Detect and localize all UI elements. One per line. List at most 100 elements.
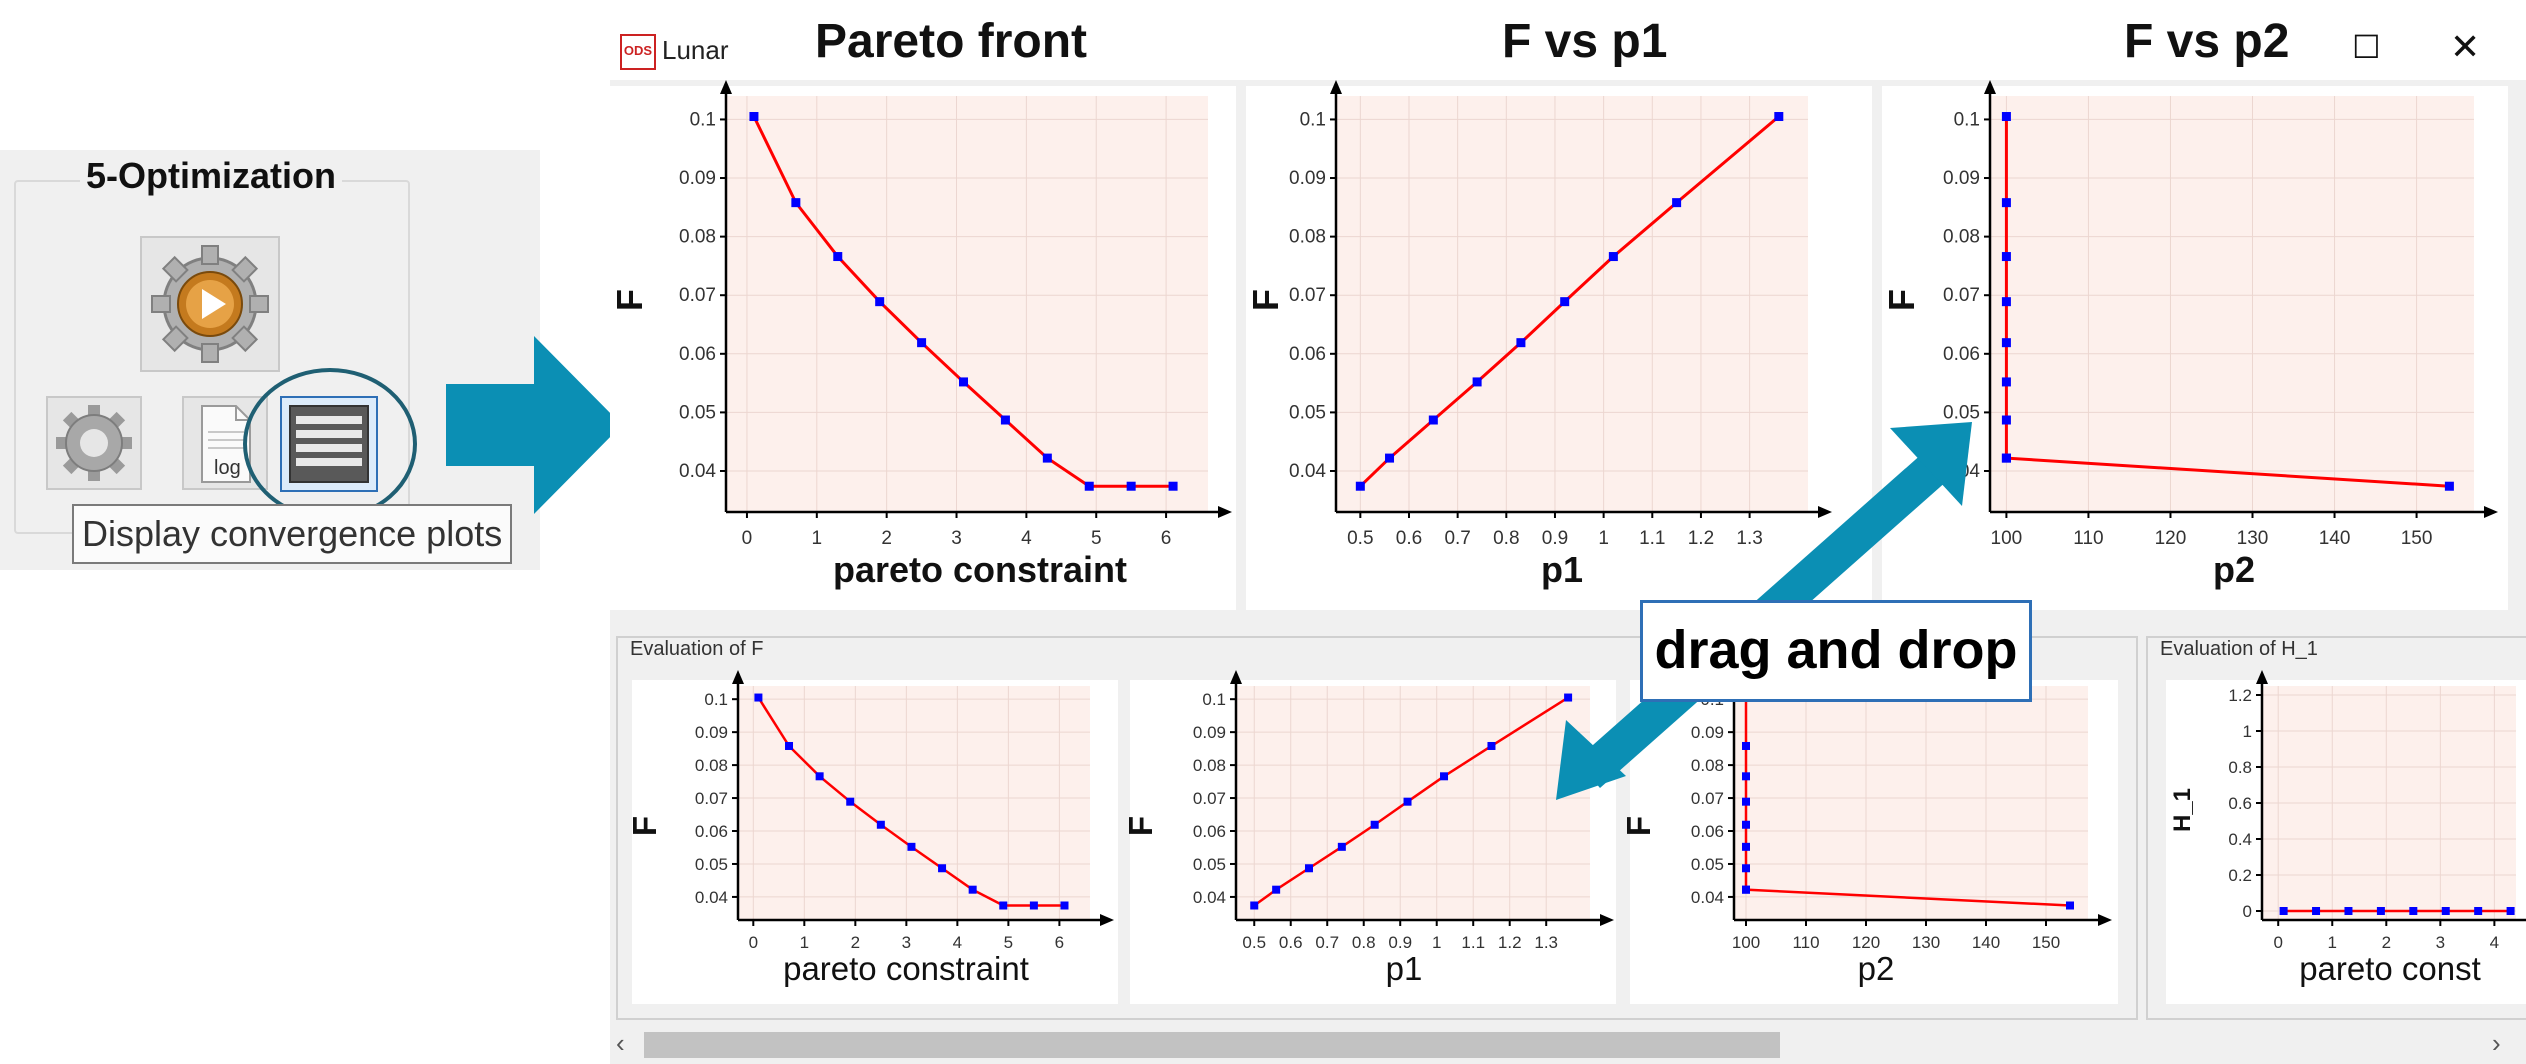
settings-button[interactable] [46,396,142,490]
chart-1-ytick-label: 0.09 [679,168,716,189]
chart-5-ytick-label: 0.04 [1193,888,1226,907]
chart-2-xtick-label: 0.6 [1396,528,1422,549]
chart-3-xtick-label: 110 [2073,528,2103,549]
chart-6-data-point [1742,864,1750,873]
chart-1-data-point [1084,481,1094,491]
chart-4-ytick-label: 0.07 [695,789,728,808]
chart-3-data-point [2001,415,2011,425]
chart-7-xtick-label: 3 [2436,933,2445,952]
chart-1-xtick-label: 1 [812,528,823,549]
chart-7-xtick-label: 0 [2273,933,2282,952]
chart-1-data-point [791,198,801,208]
chart-6-ytick-label: 0.09 [1691,723,1724,742]
chart-1-xtick-label: 3 [951,528,962,549]
chart-5-plot-area [1236,686,1590,920]
plot-title-f-vs-p2: F vs p2 [2124,15,2290,68]
chart-6-x-axis-arrow [2098,914,2112,926]
chart-2-data-point [1774,112,1784,122]
log-label: log [214,457,241,479]
chart-1-ytick-label: 0.04 [679,461,716,482]
chart-4-x-label: pareto constraint [783,950,1029,987]
chart-6-data-point [1742,772,1750,781]
scroll-left-arrow[interactable]: ‹ [616,1028,625,1058]
big-right-arrow [446,336,622,514]
chart-6-data-point [1742,820,1750,829]
chart-7-ytick-label: 1 [2243,722,2252,741]
chart-1-xtick-label: 2 [881,528,892,549]
chart-7-xtick-label: 4 [2490,933,2499,952]
log-button[interactable]: log [182,396,268,490]
chart-3-xtick-label: 100 [1991,528,2023,549]
chart-1-data-point [1168,481,1178,491]
window-title-bar [610,0,2526,80]
chart-3-ytick-label: 0.07 [1943,285,1980,306]
chart-1-ytick-label: 0.05 [679,402,716,423]
chart-4-ytick-label: 0.06 [695,822,728,841]
chart-5-y-label: F [1122,816,1159,836]
convergence-plots-button[interactable] [280,396,378,492]
chart-6-ytick-label: 0.05 [1691,855,1724,874]
chart-5-data-point [1403,797,1412,806]
chart-3-data-point [2001,198,2011,208]
chart-4-xtick-label: 4 [953,933,962,952]
scrollbar-thumb[interactable] [644,1032,1780,1058]
chart-2-ytick-label: 0.09 [1289,168,1326,189]
chart-2-ytick-label: 0.08 [1289,227,1326,248]
chart-2-data-point [1428,415,1438,425]
chart-4-ytick-label: 0.1 [704,690,728,709]
chart-6-xtick-label: 120 [1852,933,1880,952]
chart-5-xtick-label: 0.8 [1352,933,1376,952]
chart-4-data-point [968,885,977,894]
chart-2-data-point [1672,198,1682,208]
chart-6-xtick-label: 110 [1792,933,1819,952]
eval-h1-group [2146,636,2526,1020]
chart-5-xtick-label: 1.1 [1461,933,1485,952]
chart-2-ytick-label: 0.1 [1300,109,1326,130]
eval-f-label: Evaluation of F [630,638,764,660]
chart-1-plot-area [726,96,1208,512]
chart-3-xtick-label: 130 [2237,528,2269,549]
chart-6-ytick-label: 0.08 [1691,756,1724,775]
chart-3-x-axis-arrow [2484,506,2498,518]
chart-1-y-axis-arrow [720,80,732,94]
maximize-button[interactable]: ☐ [2352,29,2381,65]
chart-5-ytick-label: 0.09 [1193,723,1226,742]
chart-1-xtick-label: 4 [1021,528,1032,549]
chart-3-xtick-label: 140 [2319,528,2351,549]
chart-4-xtick-label: 3 [902,933,911,952]
chart-2-xtick-label: 1.3 [1736,528,1762,549]
chart-5-x-label: p1 [1386,950,1423,987]
chart-5-data-point [1440,772,1449,781]
chart-7-data-point [2279,907,2288,915]
chart-4-data-point [846,797,855,806]
chart-1-ytick-label: 0.06 [679,344,716,365]
chart-5-xtick-label: 0.5 [1242,933,1266,952]
chart-6-xtick-label: 140 [1972,933,2000,952]
chart-7-data-point [2409,907,2418,915]
chart-5-xtick-label: 0.6 [1279,933,1303,952]
close-button[interactable]: ✕ [2450,26,2481,67]
chart-2-xtick-label: 1 [1598,528,1609,549]
chart-6-xtick-label: 100 [1732,933,1760,952]
chart-3-ytick-label: 0.1 [1954,109,1980,130]
chart-7-data-point [2506,907,2515,915]
chart-6-data-point [1742,885,1750,894]
chart-3-xtick-label: 120 [2155,528,2187,549]
chart-5-data-point [1272,885,1281,894]
chart-1-data-point [875,297,885,307]
chart-6-ytick-label: 0.07 [1691,789,1724,808]
chart-5-y-axis-arrow [1230,670,1242,684]
chart-2-y-label: F [1245,289,1286,311]
run-optimization-button[interactable] [140,236,280,372]
chart-4-xtick-label: 5 [1004,933,1013,952]
chart-7-xtick-label: 2 [2382,933,2391,952]
chart-2-data-point [1472,377,1482,387]
chart-7-xtick-label: 1 [2328,933,2337,952]
chart-1-xtick-label: 0 [742,528,753,549]
scroll-right-arrow[interactable]: › [2492,1028,2501,1058]
chart-7-y-axis-arrow [2256,670,2268,684]
log-icon: log [201,405,251,483]
chart-2-data-point [1355,481,1365,491]
